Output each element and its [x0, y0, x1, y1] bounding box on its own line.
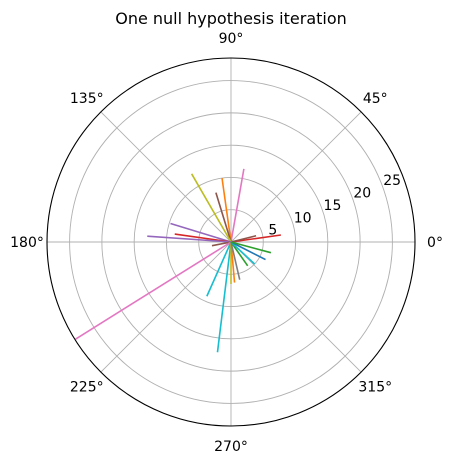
series-line-14: [230, 241, 236, 283]
series-line-4: [215, 192, 232, 243]
angle-tick-label: 315°: [358, 379, 392, 395]
series-line-17: [230, 241, 256, 265]
radial-tick-labels: 5 10 15 20 25: [268, 173, 401, 238]
angle-grid-line-315: [230, 241, 362, 373]
angle-tick-label: 45°: [363, 91, 388, 107]
angle-tick-label: 0°: [427, 235, 443, 251]
outer-frame-circle: [46, 57, 416, 427]
series-line-11: [206, 241, 232, 297]
series-line-12: [216, 241, 232, 353]
series-line-9: [211, 241, 232, 247]
series-line-3: [221, 177, 232, 243]
radial-tick-label: 20: [353, 186, 371, 202]
angle-grid-line-135: [100, 111, 232, 243]
series-line-2: [230, 168, 245, 243]
angle-grid-line-45: [230, 111, 362, 243]
series-line-15: [230, 241, 241, 280]
radial-tick-label: 10: [294, 210, 312, 226]
series-line-0: [230, 234, 281, 243]
angle-tick-label: 135°: [70, 91, 104, 107]
angle-tick-label: 225°: [70, 379, 104, 395]
series-line-8: [147, 235, 232, 243]
series-line-5: [190, 173, 232, 243]
radial-tick-label: 5: [268, 223, 277, 239]
series-line-1: [230, 234, 257, 243]
angle-grid-line-225: [100, 241, 232, 373]
angle-tick-label: 180°: [10, 235, 44, 251]
polar-frame: [46, 57, 416, 427]
series-line-19: [230, 241, 272, 254]
angle-tick-label: 90°: [219, 31, 244, 47]
series-line-18: [230, 241, 266, 261]
series-line-10: [75, 241, 232, 340]
radial-tick-label: 25: [383, 173, 401, 189]
angle-tick-labels: 0° 45° 90° 135° 180° 225° 270° 315°: [10, 31, 443, 455]
radial-tick-label: 15: [324, 198, 342, 214]
series-line-6: [170, 222, 232, 243]
chart-title: One null hypothesis iteration: [115, 9, 347, 28]
angle-tick-label: 270°: [214, 439, 248, 455]
series-lines: [75, 168, 281, 353]
series-line-16: [230, 241, 249, 267]
